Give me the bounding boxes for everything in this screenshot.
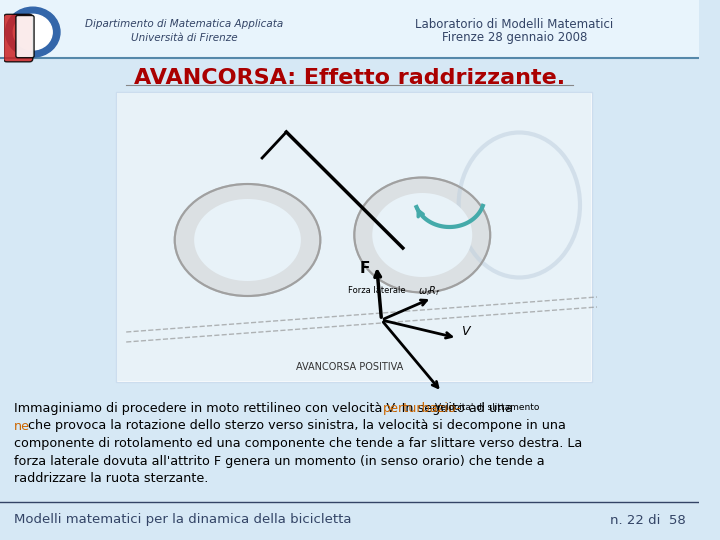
Text: $\omega_f R_f$: $\omega_f R_f$: [418, 284, 441, 298]
Text: n. 22 di  58: n. 22 di 58: [610, 514, 685, 526]
Text: Dipartimento di Matematica Applicata: Dipartimento di Matematica Applicata: [85, 19, 284, 29]
Text: Velocita' di slittamento: Velocita' di slittamento: [435, 403, 539, 412]
Text: ne: ne: [14, 420, 30, 433]
Text: componente di rotolamento ed una componente che tende a far slittare verso destr: componente di rotolamento ed una compone…: [14, 437, 582, 450]
Text: Forza laterale: Forza laterale: [348, 286, 405, 295]
Text: Modelli matematici per la dinamica della bicicletta: Modelli matematici per la dinamica della…: [14, 514, 351, 526]
Text: Università di Firenze: Università di Firenze: [131, 33, 238, 43]
Ellipse shape: [372, 193, 472, 277]
Text: AVANCORSA: Effetto raddrizzante.: AVANCORSA: Effetto raddrizzante.: [134, 68, 565, 88]
Text: forza laterale dovuta all'attrito F genera un momento (in senso orario) che tend: forza laterale dovuta all'attrito F gene…: [14, 455, 544, 468]
Text: F: F: [359, 261, 369, 276]
Text: AVANCORSA POSITIVA: AVANCORSA POSITIVA: [296, 362, 403, 372]
Circle shape: [6, 7, 60, 57]
FancyBboxPatch shape: [117, 92, 592, 382]
Ellipse shape: [175, 184, 320, 296]
Text: che provoca la rotazione dello sterzo verso sinistra, la velocità si decompone i: che provoca la rotazione dello sterzo ve…: [24, 420, 565, 433]
FancyBboxPatch shape: [4, 14, 33, 62]
Text: Laboratorio di Modelli Matematici: Laboratorio di Modelli Matematici: [415, 17, 613, 30]
Text: V: V: [461, 325, 469, 338]
Circle shape: [14, 14, 53, 50]
Text: perturbazio-: perturbazio-: [383, 402, 462, 415]
FancyBboxPatch shape: [16, 16, 34, 58]
FancyBboxPatch shape: [117, 93, 591, 381]
Ellipse shape: [194, 199, 301, 281]
Ellipse shape: [354, 178, 490, 293]
Text: Immaginiamo di procedere in moto rettilineo con velocità V. In seguito ad una: Immaginiamo di procedere in moto rettili…: [14, 402, 516, 415]
Text: Firenze 28 gennaio 2008: Firenze 28 gennaio 2008: [442, 31, 587, 44]
Text: raddrizzare la ruota sterzante.: raddrizzare la ruota sterzante.: [14, 472, 208, 485]
FancyBboxPatch shape: [0, 0, 699, 58]
